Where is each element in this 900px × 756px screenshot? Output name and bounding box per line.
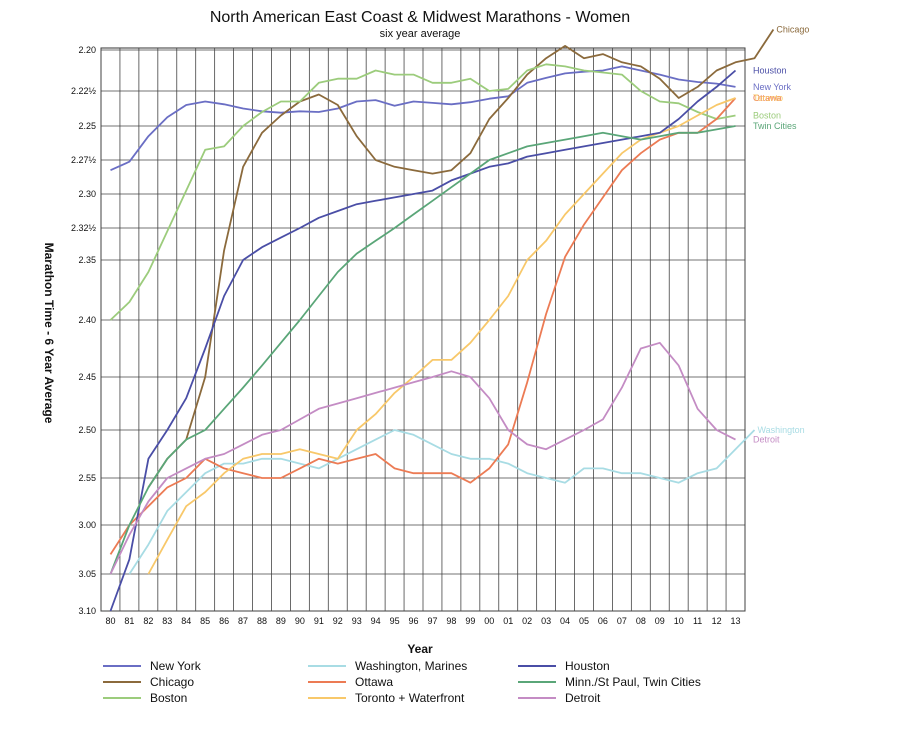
x-tick-label: 92 (333, 616, 343, 626)
series-end-label: Twin Cities (753, 121, 797, 131)
x-tick-label: 98 (446, 616, 456, 626)
series-end-label: Toronto (753, 93, 783, 103)
x-tick-label: 80 (105, 616, 115, 626)
end-labels: New York Chicago Boston Washington OttawaTor… (753, 25, 809, 445)
x-tick-label: 97 (427, 616, 437, 626)
series-line (109, 97, 737, 555)
x-tick-label: 87 (238, 616, 248, 626)
legend-entry: Detroit (565, 691, 601, 705)
y-tick-label: 2.27½ (71, 155, 97, 165)
legend-entry: Toronto + Waterfront (355, 691, 465, 705)
series-lines (109, 29, 775, 612)
x-tick-label: 91 (314, 616, 324, 626)
y-tick-label: 2.20 (78, 45, 96, 55)
x-tick-label: 11 (693, 616, 702, 626)
y-tick-label: 3.10 (78, 606, 96, 616)
y-axis: 2.20 2.22½ 2.25 2.27½ 2.30 2.32½ 2.35 2.40 2.45 2… (71, 45, 97, 616)
x-tick-label: 82 (143, 616, 153, 626)
series-line (128, 429, 756, 575)
grid (100, 47, 746, 612)
y-axis-title: Marathon Time - 6 Year Average (42, 243, 56, 424)
series-end-label: Chicago (776, 25, 809, 35)
legend-entry: Houston (565, 659, 610, 673)
y-tick-label: 2.35 (78, 255, 96, 265)
chart-subtitle: six year average (380, 28, 461, 40)
x-tick-label: 10 (674, 616, 684, 626)
x-axis: 80 81 82 83 84 85 86 87 88 89 90 91 92 93 94 95 96 97 98 99… (105, 616, 740, 626)
series-end-label: Boston (753, 111, 781, 121)
x-tick-label: 02 (522, 616, 532, 626)
legend-entry: Washington, Marines (355, 659, 467, 673)
y-tick-label: 2.30 (78, 189, 96, 199)
legend-entry: Minn./St Paul, Twin Cities (565, 675, 701, 689)
legend-entry: New York (150, 659, 202, 673)
x-tick-label: 06 (598, 616, 608, 626)
series-line (109, 63, 736, 321)
y-tick-label: 2.25 (78, 121, 96, 131)
series-end-label: Ottawa (753, 93, 782, 103)
y-tick-label: 3.05 (78, 569, 96, 579)
series-line (109, 125, 736, 575)
x-axis-title: Year (407, 642, 433, 656)
series-line (147, 97, 736, 575)
x-tick-label: 08 (636, 616, 646, 626)
x-tick-label: 09 (655, 616, 665, 626)
x-tick-label: 96 (409, 616, 419, 626)
x-tick-label: 04 (560, 616, 570, 626)
legend-entry: Boston (150, 691, 187, 705)
y-tick-label: 2.22½ (71, 86, 97, 96)
y-tick-label: 2.32½ (71, 223, 97, 233)
x-tick-label: 95 (390, 616, 400, 626)
y-tick-label: 2.55 (78, 473, 96, 483)
legend-entry: Ottawa (355, 675, 393, 689)
x-tick-label: 88 (257, 616, 267, 626)
x-tick-label: 94 (371, 616, 381, 626)
x-tick-label: 89 (276, 616, 286, 626)
series-end-label: Washington (757, 425, 804, 435)
series-line (110, 65, 736, 172)
y-tick-label: 2.50 (78, 425, 96, 435)
x-tick-label: 84 (181, 616, 191, 626)
x-tick-label: 85 (200, 616, 210, 626)
x-tick-label: 12 (712, 616, 722, 626)
series-end-label: Houston (753, 66, 787, 76)
x-tick-label: 86 (219, 616, 229, 626)
x-tick-label: 90 (295, 616, 305, 626)
y-tick-label: 3.00 (78, 520, 96, 530)
y-tick-label: 2.40 (78, 315, 96, 325)
x-tick-label: 83 (162, 616, 172, 626)
x-tick-label: 07 (617, 616, 627, 626)
series-line (109, 341, 736, 575)
x-tick-label: 93 (352, 616, 362, 626)
series-end-label: New York (753, 82, 792, 92)
x-tick-label: 81 (124, 616, 134, 626)
legend: New York Chicago Boston Washington, Marines… (103, 659, 701, 705)
series-end-label: Detroit (753, 435, 780, 445)
chart-title: North American East Coast & Midwest Mara… (210, 9, 630, 26)
x-tick-label: 13 (731, 616, 741, 626)
x-tick-label: 99 (465, 616, 475, 626)
y-tick-label: 2.45 (78, 372, 96, 382)
x-tick-label: 01 (503, 616, 513, 626)
x-tick-label: 03 (541, 616, 551, 626)
legend-entry: Chicago (150, 675, 194, 689)
x-tick-label: 05 (579, 616, 589, 626)
x-tick-label: 00 (484, 616, 494, 626)
series-line (147, 29, 775, 488)
